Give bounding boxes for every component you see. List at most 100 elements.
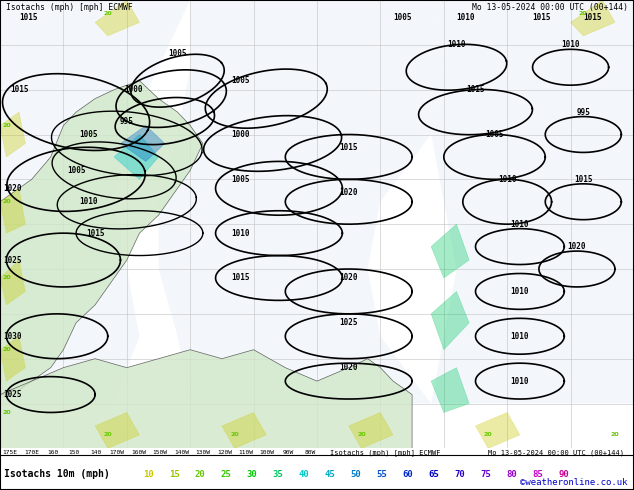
Text: 1010: 1010 [447,40,466,49]
Text: 1005: 1005 [485,130,504,139]
Polygon shape [120,125,165,161]
Text: 1025: 1025 [339,318,358,327]
Text: 1010: 1010 [510,287,529,296]
Text: 80: 80 [507,469,517,479]
Text: 1015: 1015 [10,85,29,94]
Polygon shape [431,224,469,278]
Polygon shape [158,0,444,404]
Polygon shape [0,336,25,381]
Text: 20: 20 [484,432,493,438]
Polygon shape [222,413,266,448]
Text: 1005: 1005 [67,166,86,175]
Text: ©weatheronline.co.uk: ©weatheronline.co.uk [521,478,628,487]
Text: 1010: 1010 [510,332,529,341]
Text: Isotachs (mph) [mph] ECMWF: Isotachs (mph) [mph] ECMWF [6,2,133,12]
Polygon shape [431,292,469,350]
Text: 25: 25 [221,469,231,479]
Text: 1005: 1005 [231,175,250,184]
Text: 40: 40 [299,469,309,479]
Text: 140W: 140W [174,450,189,455]
Text: 1010: 1010 [510,377,529,386]
Text: 160: 160 [47,450,58,455]
Text: 30: 30 [247,469,257,479]
Text: 1010: 1010 [79,197,98,206]
Text: 170W: 170W [110,450,125,455]
Text: 50: 50 [351,469,361,479]
Text: 1015: 1015 [231,273,250,282]
Text: 110W: 110W [238,450,253,455]
Text: 995: 995 [576,108,590,117]
Text: 20: 20 [579,11,588,16]
Text: 20: 20 [611,432,619,438]
Text: 120W: 120W [217,450,232,455]
Text: 1020: 1020 [3,184,22,193]
Text: 130W: 130W [195,450,210,455]
Polygon shape [114,135,158,179]
Text: 60: 60 [403,469,413,479]
Text: 65: 65 [429,469,439,479]
Polygon shape [0,188,25,233]
Text: 1015: 1015 [339,144,358,152]
Text: 1010: 1010 [498,175,517,184]
Text: 20: 20 [195,469,205,479]
Text: 1020: 1020 [567,242,586,251]
Polygon shape [571,0,615,36]
Text: 20: 20 [103,432,112,438]
Text: 20: 20 [2,199,11,204]
Text: 1015: 1015 [19,13,37,23]
Text: 70: 70 [455,469,465,479]
Text: 10: 10 [143,469,153,479]
Text: 1010: 1010 [561,40,580,49]
Text: 85: 85 [533,469,543,479]
Polygon shape [0,350,412,448]
Text: 1010: 1010 [231,229,250,238]
Text: Isotachs (mph) [mph] ECMWF: Isotachs (mph) [mph] ECMWF [330,449,441,456]
Text: 100W: 100W [260,450,275,455]
Text: 1015: 1015 [583,13,602,23]
Text: 1015: 1015 [574,175,593,184]
Text: 160W: 160W [131,450,146,455]
Text: 1025: 1025 [3,256,22,265]
Text: Mo 13-05-2024 00:00 UTC (00+144): Mo 13-05-2024 00:00 UTC (00+144) [472,2,628,12]
Text: 995: 995 [120,117,134,125]
Text: 20: 20 [230,432,239,438]
Text: 1005: 1005 [393,13,411,23]
Polygon shape [431,368,469,413]
Text: 20: 20 [2,347,11,352]
Text: 1005: 1005 [231,76,250,85]
Text: 1015: 1015 [533,13,551,23]
Polygon shape [0,81,203,394]
Text: 170E: 170E [24,450,39,455]
Text: 1020: 1020 [339,188,358,197]
Polygon shape [431,0,634,404]
Text: 1005: 1005 [168,49,187,58]
Text: 1005: 1005 [79,130,98,139]
Text: 20: 20 [103,11,112,16]
Text: 55: 55 [377,469,387,479]
Polygon shape [476,413,520,448]
Text: 15: 15 [169,469,179,479]
Text: 1010: 1010 [456,13,475,23]
Text: 1015: 1015 [86,229,105,238]
Polygon shape [95,0,139,36]
Text: 20: 20 [2,123,11,128]
Text: 1020: 1020 [339,363,358,372]
Text: 1020: 1020 [339,273,358,282]
Polygon shape [349,413,393,448]
Text: 1025: 1025 [3,390,22,399]
Text: 80W: 80W [304,450,316,455]
Text: Isotachs 10m (mph): Isotachs 10m (mph) [4,469,110,479]
Text: 1010: 1010 [510,220,529,229]
Text: 1030: 1030 [3,332,22,341]
Polygon shape [95,413,139,448]
Text: 75: 75 [481,469,491,479]
Text: 150W: 150W [153,450,167,455]
Text: 90: 90 [559,469,569,479]
Text: 175E: 175E [3,450,18,455]
Text: 1000: 1000 [124,85,143,94]
Polygon shape [0,260,25,305]
Text: 45: 45 [325,469,335,479]
Text: 140: 140 [90,450,101,455]
Text: 1015: 1015 [466,85,485,94]
Text: 20: 20 [2,275,11,280]
